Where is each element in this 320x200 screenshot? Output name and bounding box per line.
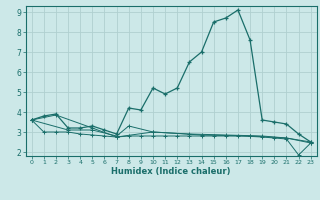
X-axis label: Humidex (Indice chaleur): Humidex (Indice chaleur) bbox=[111, 167, 231, 176]
